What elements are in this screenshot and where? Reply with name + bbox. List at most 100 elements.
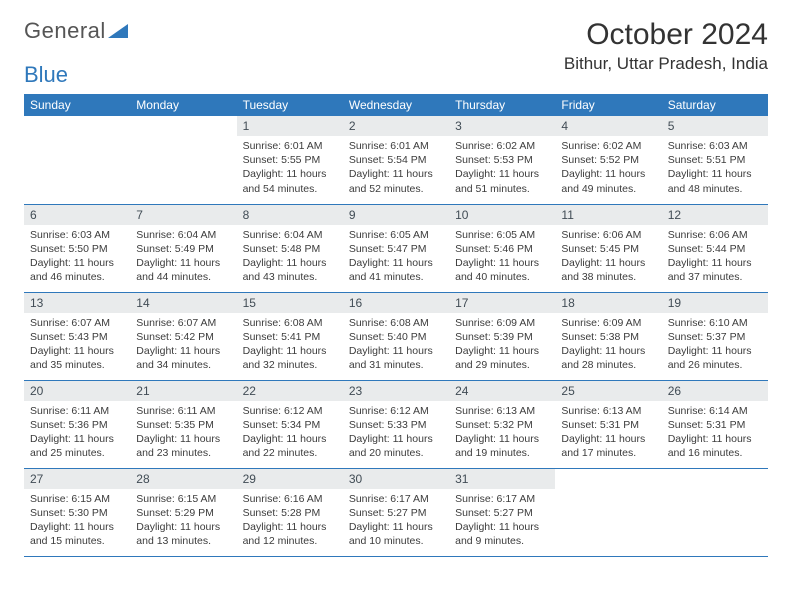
daylight-text: Daylight: 11 hours and 16 minutes. xyxy=(668,432,762,460)
sunrise-text: Sunrise: 6:07 AM xyxy=(136,316,230,330)
day-number: 30 xyxy=(343,469,449,489)
day-data: Sunrise: 6:03 AMSunset: 5:51 PMDaylight:… xyxy=(662,136,768,202)
calendar-cell: 30Sunrise: 6:17 AMSunset: 5:27 PMDayligh… xyxy=(343,468,449,556)
day-number: 4 xyxy=(555,116,661,136)
day-data: Sunrise: 6:17 AMSunset: 5:27 PMDaylight:… xyxy=(343,489,449,555)
day-number: 31 xyxy=(449,469,555,489)
sunset-text: Sunset: 5:54 PM xyxy=(349,153,443,167)
day-number: 28 xyxy=(130,469,236,489)
calendar-week: 1Sunrise: 6:01 AMSunset: 5:55 PMDaylight… xyxy=(24,116,768,204)
daylight-text: Daylight: 11 hours and 12 minutes. xyxy=(243,520,337,548)
sunset-text: Sunset: 5:40 PM xyxy=(349,330,443,344)
daylight-text: Daylight: 11 hours and 29 minutes. xyxy=(455,344,549,372)
day-data: Sunrise: 6:13 AMSunset: 5:31 PMDaylight:… xyxy=(555,401,661,467)
daylight-text: Daylight: 11 hours and 44 minutes. xyxy=(136,256,230,284)
calendar-cell: 25Sunrise: 6:13 AMSunset: 5:31 PMDayligh… xyxy=(555,380,661,468)
sunrise-text: Sunrise: 6:17 AM xyxy=(455,492,549,506)
day-number: 8 xyxy=(237,205,343,225)
sunrise-text: Sunrise: 6:09 AM xyxy=(455,316,549,330)
sunrise-text: Sunrise: 6:06 AM xyxy=(668,228,762,242)
day-data: Sunrise: 6:01 AMSunset: 5:54 PMDaylight:… xyxy=(343,136,449,202)
weekday-header: Thursday xyxy=(449,94,555,116)
day-number: 29 xyxy=(237,469,343,489)
calendar-cell: 28Sunrise: 6:15 AMSunset: 5:29 PMDayligh… xyxy=(130,468,236,556)
day-number: 24 xyxy=(449,381,555,401)
day-number: 21 xyxy=(130,381,236,401)
sunrise-text: Sunrise: 6:10 AM xyxy=(668,316,762,330)
day-data: Sunrise: 6:15 AMSunset: 5:29 PMDaylight:… xyxy=(130,489,236,555)
sunset-text: Sunset: 5:53 PM xyxy=(455,153,549,167)
weekday-header: Sunday xyxy=(24,94,130,116)
daylight-text: Daylight: 11 hours and 26 minutes. xyxy=(668,344,762,372)
calendar-cell: 6Sunrise: 6:03 AMSunset: 5:50 PMDaylight… xyxy=(24,204,130,292)
day-number: 16 xyxy=(343,293,449,313)
calendar-cell: 19Sunrise: 6:10 AMSunset: 5:37 PMDayligh… xyxy=(662,292,768,380)
day-number: 20 xyxy=(24,381,130,401)
calendar-cell: 12Sunrise: 6:06 AMSunset: 5:44 PMDayligh… xyxy=(662,204,768,292)
calendar-cell: 3Sunrise: 6:02 AMSunset: 5:53 PMDaylight… xyxy=(449,116,555,204)
daylight-text: Daylight: 11 hours and 37 minutes. xyxy=(668,256,762,284)
daylight-text: Daylight: 11 hours and 49 minutes. xyxy=(561,167,655,195)
sunrise-text: Sunrise: 6:01 AM xyxy=(243,139,337,153)
month-title: October 2024 xyxy=(564,18,768,52)
daylight-text: Daylight: 11 hours and 51 minutes. xyxy=(455,167,549,195)
daylight-text: Daylight: 11 hours and 48 minutes. xyxy=(668,167,762,195)
day-number: 5 xyxy=(662,116,768,136)
sunrise-text: Sunrise: 6:08 AM xyxy=(243,316,337,330)
day-number: 12 xyxy=(662,205,768,225)
calendar-cell xyxy=(662,468,768,556)
day-data: Sunrise: 6:11 AMSunset: 5:36 PMDaylight:… xyxy=(24,401,130,467)
day-number: 15 xyxy=(237,293,343,313)
sunrise-text: Sunrise: 6:15 AM xyxy=(136,492,230,506)
day-data: Sunrise: 6:02 AMSunset: 5:53 PMDaylight:… xyxy=(449,136,555,202)
daylight-text: Daylight: 11 hours and 41 minutes. xyxy=(349,256,443,284)
day-number: 6 xyxy=(24,205,130,225)
sunset-text: Sunset: 5:34 PM xyxy=(243,418,337,432)
sunrise-text: Sunrise: 6:16 AM xyxy=(243,492,337,506)
day-data: Sunrise: 6:03 AMSunset: 5:50 PMDaylight:… xyxy=(24,225,130,291)
calendar-cell: 17Sunrise: 6:09 AMSunset: 5:39 PMDayligh… xyxy=(449,292,555,380)
calendar-cell xyxy=(24,116,130,204)
sunrise-text: Sunrise: 6:14 AM xyxy=(668,404,762,418)
daylight-text: Daylight: 11 hours and 31 minutes. xyxy=(349,344,443,372)
daylight-text: Daylight: 11 hours and 9 minutes. xyxy=(455,520,549,548)
day-data: Sunrise: 6:09 AMSunset: 5:38 PMDaylight:… xyxy=(555,313,661,379)
sunset-text: Sunset: 5:29 PM xyxy=(136,506,230,520)
sunrise-text: Sunrise: 6:12 AM xyxy=(349,404,443,418)
sunrise-text: Sunrise: 6:03 AM xyxy=(668,139,762,153)
day-data: Sunrise: 6:07 AMSunset: 5:43 PMDaylight:… xyxy=(24,313,130,379)
calendar-cell: 21Sunrise: 6:11 AMSunset: 5:35 PMDayligh… xyxy=(130,380,236,468)
day-number: 9 xyxy=(343,205,449,225)
sunset-text: Sunset: 5:42 PM xyxy=(136,330,230,344)
day-data: Sunrise: 6:07 AMSunset: 5:42 PMDaylight:… xyxy=(130,313,236,379)
calendar-week: 6Sunrise: 6:03 AMSunset: 5:50 PMDaylight… xyxy=(24,204,768,292)
sunrise-text: Sunrise: 6:07 AM xyxy=(30,316,124,330)
calendar-cell: 8Sunrise: 6:04 AMSunset: 5:48 PMDaylight… xyxy=(237,204,343,292)
calendar-cell: 7Sunrise: 6:04 AMSunset: 5:49 PMDaylight… xyxy=(130,204,236,292)
sunset-text: Sunset: 5:48 PM xyxy=(243,242,337,256)
daylight-text: Daylight: 11 hours and 54 minutes. xyxy=(243,167,337,195)
calendar-cell: 22Sunrise: 6:12 AMSunset: 5:34 PMDayligh… xyxy=(237,380,343,468)
calendar-cell: 14Sunrise: 6:07 AMSunset: 5:42 PMDayligh… xyxy=(130,292,236,380)
daylight-text: Daylight: 11 hours and 20 minutes. xyxy=(349,432,443,460)
day-number: 25 xyxy=(555,381,661,401)
day-number: 10 xyxy=(449,205,555,225)
calendar-head: SundayMondayTuesdayWednesdayThursdayFrid… xyxy=(24,94,768,116)
location: Bithur, Uttar Pradesh, India xyxy=(564,54,768,74)
sunrise-text: Sunrise: 6:12 AM xyxy=(243,404,337,418)
daylight-text: Daylight: 11 hours and 34 minutes. xyxy=(136,344,230,372)
day-data: Sunrise: 6:10 AMSunset: 5:37 PMDaylight:… xyxy=(662,313,768,379)
calendar-cell: 29Sunrise: 6:16 AMSunset: 5:28 PMDayligh… xyxy=(237,468,343,556)
day-number: 7 xyxy=(130,205,236,225)
calendar-cell: 2Sunrise: 6:01 AMSunset: 5:54 PMDaylight… xyxy=(343,116,449,204)
sunset-text: Sunset: 5:50 PM xyxy=(30,242,124,256)
sunrise-text: Sunrise: 6:17 AM xyxy=(349,492,443,506)
day-data: Sunrise: 6:05 AMSunset: 5:47 PMDaylight:… xyxy=(343,225,449,291)
sunset-text: Sunset: 5:27 PM xyxy=(349,506,443,520)
weekday-header: Friday xyxy=(555,94,661,116)
sunrise-text: Sunrise: 6:13 AM xyxy=(455,404,549,418)
daylight-text: Daylight: 11 hours and 40 minutes. xyxy=(455,256,549,284)
sunset-text: Sunset: 5:49 PM xyxy=(136,242,230,256)
day-number: 11 xyxy=(555,205,661,225)
day-number: 17 xyxy=(449,293,555,313)
